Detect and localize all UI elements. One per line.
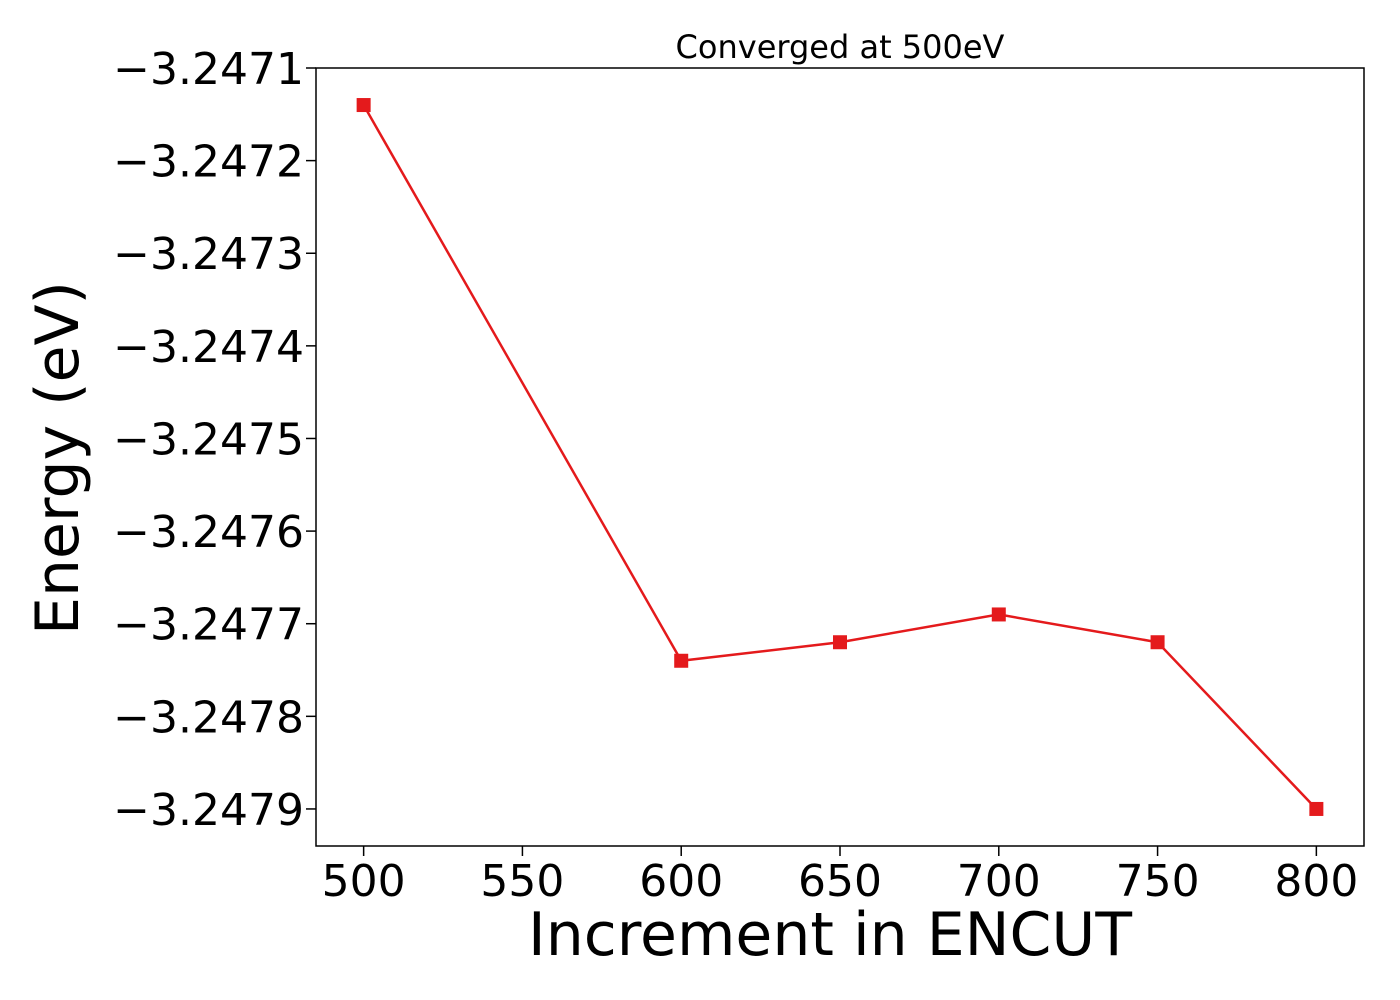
x-axis-label: Increment in ENCUT	[528, 900, 1132, 970]
x-tick-label: 700	[957, 856, 1041, 907]
chart-title: Converged at 500eV	[676, 28, 1005, 66]
y-tick-label: −3.2472	[113, 137, 304, 188]
data-point-marker	[991, 607, 1006, 622]
series-line	[362, 104, 1318, 810]
y-tick-label: −3.2478	[113, 692, 304, 743]
y-tick-label: −3.2473	[113, 229, 304, 280]
y-tick-label: −3.2475	[113, 414, 304, 465]
x-tick-label: 650	[798, 856, 882, 907]
x-tick-label: 550	[480, 856, 564, 907]
x-tick-label: 800	[1274, 856, 1358, 907]
x-tick-label: 500	[322, 856, 406, 907]
y-axis-label: Energy (eV)	[23, 281, 93, 635]
data-point-marker	[833, 635, 847, 650]
plot-area	[356, 98, 1324, 816]
x-tick-label: 750	[1116, 856, 1200, 907]
x-tick-label: 600	[639, 856, 723, 907]
data-point-marker	[356, 98, 371, 113]
y-tick-label: −3.2474	[113, 322, 304, 373]
data-point-marker	[1150, 635, 1165, 650]
data-point-marker	[674, 653, 689, 668]
y-tick-label: −3.2476	[113, 507, 304, 558]
data-point-marker	[1309, 801, 1324, 816]
y-tick-label: −3.2479	[113, 785, 304, 836]
y-tick-label: −3.2477	[113, 600, 304, 651]
y-tick-label: −3.2471	[113, 44, 304, 95]
